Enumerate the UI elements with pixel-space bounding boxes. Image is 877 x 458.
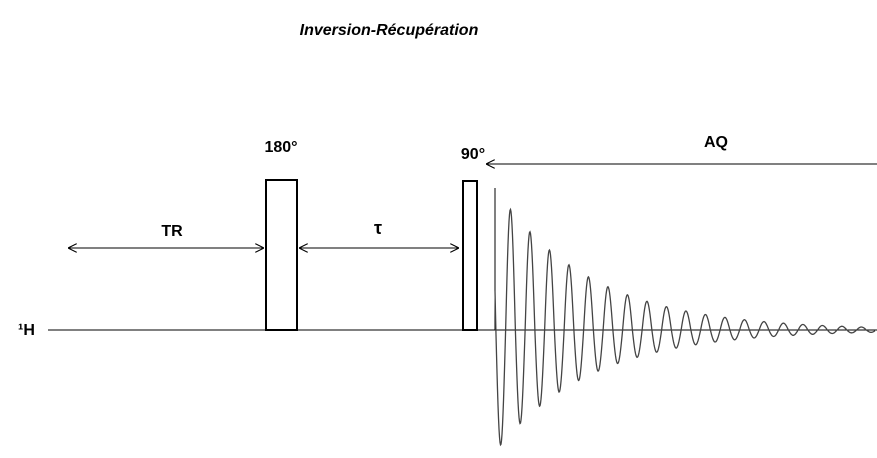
- pulse-90: [462, 180, 478, 331]
- acquisition-label: AQ: [704, 134, 728, 151]
- channel-label: ¹H: [18, 322, 35, 339]
- delay-label: τ: [374, 218, 382, 238]
- pulse-180: [265, 179, 298, 331]
- pulse-label: 90°: [461, 146, 485, 163]
- fid-signal: [494, 207, 876, 447]
- pulse-label: 180°: [264, 139, 297, 156]
- delay-label: TR: [161, 223, 183, 240]
- title: Inversion-Récupération: [300, 22, 479, 39]
